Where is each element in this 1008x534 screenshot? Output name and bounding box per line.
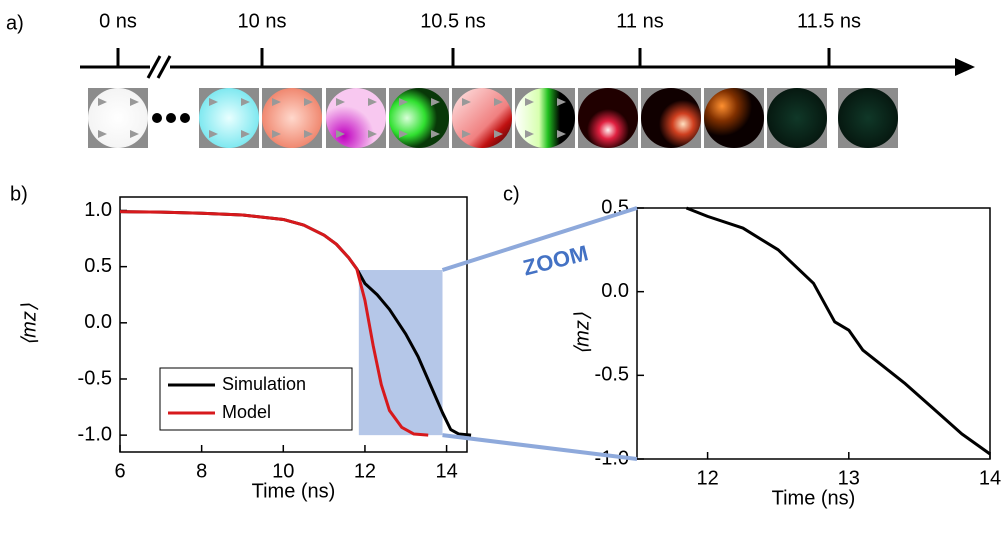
time-label: 0 ns bbox=[99, 10, 137, 32]
spin-arrow bbox=[98, 130, 107, 138]
arrow-head bbox=[955, 58, 975, 76]
axis-break bbox=[146, 55, 162, 79]
spin-arrow bbox=[98, 98, 107, 106]
spin-arrow bbox=[241, 130, 250, 138]
legend-box bbox=[159, 367, 353, 431]
legend-label: Model bbox=[222, 402, 271, 422]
spin-arrow bbox=[494, 98, 503, 106]
spin-arrow bbox=[431, 130, 440, 138]
spin-arrow bbox=[399, 130, 408, 138]
spin-arrow bbox=[557, 130, 566, 138]
spin-arrow bbox=[336, 98, 345, 106]
spin-arrow bbox=[241, 98, 250, 106]
x-axis-label: Time (ns) bbox=[252, 480, 336, 502]
panel-label: b) bbox=[10, 183, 28, 205]
snapshot bbox=[641, 88, 701, 148]
zoom-connector bbox=[441, 206, 638, 272]
x-tick-label: 8 bbox=[196, 460, 207, 482]
ellipsis-dot bbox=[166, 113, 176, 123]
spin-arrow bbox=[130, 98, 139, 106]
timeline: a) 0 ns 10 ns 10.5 ns 11 ns 11.5 ns bbox=[6, 10, 975, 148]
snapshot bbox=[88, 88, 148, 148]
spin-arrow bbox=[336, 130, 345, 138]
snapshot bbox=[704, 88, 764, 148]
y-tick-label: 1.0 bbox=[84, 199, 112, 221]
snapshot bbox=[515, 88, 575, 148]
spin-arrow bbox=[304, 98, 313, 106]
time-label: 11 ns bbox=[616, 10, 663, 32]
zoom-connector bbox=[442, 433, 638, 461]
time-label: 10.5 ns bbox=[420, 10, 486, 32]
y-tick-label: 0.0 bbox=[84, 311, 112, 333]
legend-label: Simulation bbox=[222, 374, 306, 394]
x-tick-label: 14 bbox=[435, 460, 457, 482]
y-tick-label: -0.5 bbox=[78, 367, 112, 389]
axis-break bbox=[150, 56, 170, 78]
spin-arrow bbox=[368, 98, 377, 106]
x-tick-label: 12 bbox=[354, 460, 376, 482]
snapshot bbox=[578, 88, 638, 148]
series-line bbox=[119, 210, 429, 437]
snapshot bbox=[262, 88, 322, 148]
spin-arrow bbox=[525, 130, 534, 138]
spin-arrow bbox=[272, 130, 281, 138]
plot-frame bbox=[119, 196, 468, 453]
spin-arrow bbox=[130, 130, 139, 138]
x-tick-label: 14 bbox=[979, 467, 1001, 489]
spin-arrow bbox=[462, 98, 471, 106]
snapshot bbox=[326, 88, 386, 148]
zoom-region bbox=[358, 270, 443, 436]
snapshot bbox=[767, 88, 827, 148]
x-tick-label: 12 bbox=[696, 467, 718, 489]
time-label: 10 ns bbox=[238, 10, 287, 32]
spin-arrow bbox=[399, 98, 408, 106]
spin-arrow bbox=[525, 98, 534, 106]
axis-break bbox=[156, 55, 172, 79]
y-tick-label: -0.5 bbox=[595, 364, 629, 386]
y-tick-label: 0.5 bbox=[84, 255, 112, 277]
spin-arrow bbox=[368, 130, 377, 138]
y-tick-label: -1.0 bbox=[595, 447, 629, 469]
spin-arrow bbox=[431, 98, 440, 106]
spin-arrow bbox=[557, 98, 566, 106]
x-axis-label: Time (ns) bbox=[772, 487, 856, 509]
spin-arrow bbox=[462, 130, 471, 138]
panel-label: c) bbox=[503, 183, 520, 205]
chart: 6 8 10 12 14 -1.0 -0.5 0.0 0.5 1.0 Time (ns) ⟨mz⟩ b)… bbox=[10, 183, 472, 502]
y-axis-label: ⟨mz⟩ bbox=[18, 303, 40, 345]
x-tick-label: 13 bbox=[838, 467, 860, 489]
series-line bbox=[685, 206, 991, 456]
y-tick-label: 0.0 bbox=[601, 280, 629, 302]
panel-label: a) bbox=[6, 12, 24, 34]
y-tick-label: -1.0 bbox=[78, 423, 112, 445]
y-axis-label: ⟨mz⟩ bbox=[571, 312, 593, 354]
ellipsis-dot bbox=[152, 113, 162, 123]
ellipsis-dot bbox=[180, 113, 190, 123]
time-label: 11.5 ns bbox=[797, 10, 861, 32]
spin-arrow bbox=[494, 130, 503, 138]
snapshot bbox=[452, 88, 512, 148]
spin-arrow bbox=[272, 98, 281, 106]
plot-frame bbox=[636, 207, 991, 460]
x-tick-label: 6 bbox=[114, 460, 125, 482]
snapshot bbox=[389, 88, 449, 148]
snapshot bbox=[838, 88, 898, 148]
spin-arrow bbox=[209, 130, 218, 138]
x-tick-label: 10 bbox=[272, 460, 294, 482]
snapshot bbox=[199, 88, 259, 148]
spin-arrow bbox=[209, 98, 218, 106]
zoom-label: ZOOM bbox=[521, 240, 591, 280]
spin-arrow bbox=[304, 130, 313, 138]
